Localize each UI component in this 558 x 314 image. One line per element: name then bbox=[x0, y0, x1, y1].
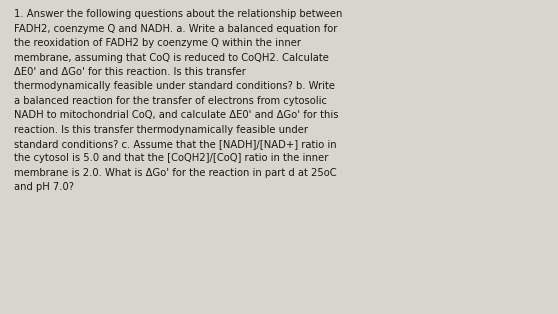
Text: 1. Answer the following questions about the relationship between
FADH2, coenzyme: 1. Answer the following questions about … bbox=[14, 9, 342, 192]
